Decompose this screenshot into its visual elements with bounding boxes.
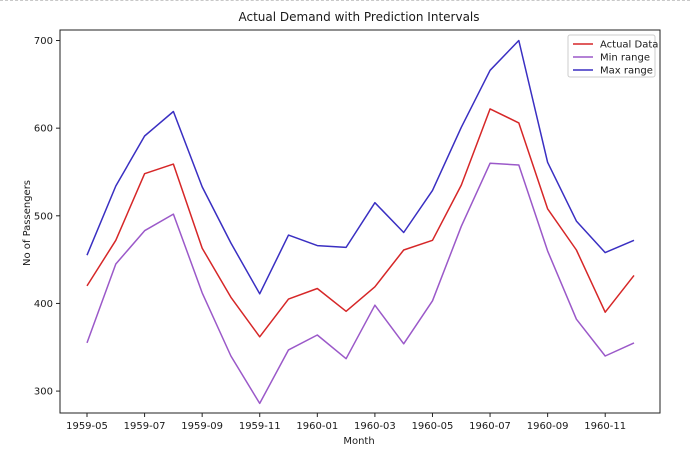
y-tick-label: 700 (34, 36, 53, 47)
series-line-max-range (86, 39, 635, 295)
series-line-actual-data (86, 108, 635, 338)
legend: Actual Data Min range Max range (567, 34, 658, 78)
chart-title: Actual Demand with Prediction Intervals (238, 10, 479, 24)
series-line-min-range (86, 162, 635, 405)
x-tick-label: 1959-05 (66, 421, 108, 432)
x-tick-label: 1959-07 (124, 421, 166, 432)
y-tick-label: 500 (34, 211, 53, 222)
x-tick-label: 1960-03 (354, 421, 396, 432)
legend-label: Min range (600, 53, 650, 64)
y-tick-label: 400 (34, 299, 53, 310)
top-divider (0, 0, 690, 1)
y-tick-label: 600 (34, 124, 53, 135)
x-tick-label: 1960-09 (527, 421, 569, 432)
x-tick-label: 1960-05 (412, 421, 454, 432)
legend-label: Actual Data (600, 40, 658, 51)
plot-area: 300 400 500 600 700 1959-05 1959-07 1959-09 1959… (34, 29, 661, 432)
x-tick-label: 1960-07 (469, 421, 511, 432)
x-tick-label: 1959-11 (239, 421, 281, 432)
legend-box (567, 34, 656, 78)
x-tick-label: 1959-09 (181, 421, 223, 432)
x-axis-title: Month (343, 436, 374, 447)
x-tick-label: 1960-01 (296, 421, 338, 432)
y-tick-label: 300 (34, 387, 53, 398)
plot-frame (59, 29, 661, 414)
y-axis-title: No of Passengers (22, 180, 33, 266)
legend-label: Max range (600, 66, 653, 77)
x-tick-label: 1960-11 (584, 421, 626, 432)
